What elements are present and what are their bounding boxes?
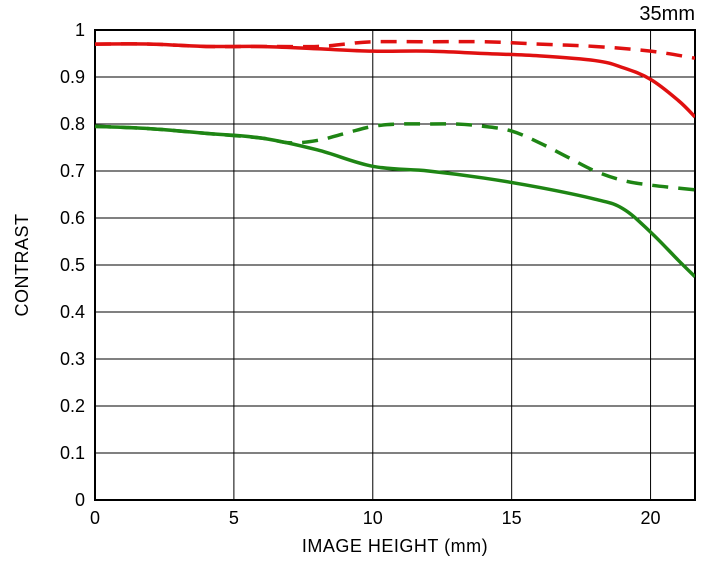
y-tick-label: 0.4 [60,302,85,322]
y-tick-label: 0.6 [60,208,85,228]
y-tick-label: 0 [75,490,85,510]
chart-title: 35mm [639,3,695,25]
x-tick-label: 15 [502,508,522,528]
chart-svg: 0 5 10 15 20 0 0.1 0.2 0.3 0.4 0.5 0.6 0.7 0.8 0.9 1 IMA… [0,0,720,570]
y-tick-label: 0.9 [60,67,85,87]
y-tick-label: 0.1 [60,443,85,463]
x-axis-label: IMAGE HEIGHT (mm) [302,536,488,556]
y-axis-label: CONTRAST [12,214,32,317]
x-tick-label: 5 [229,508,239,528]
x-tick-label: 10 [363,508,383,528]
y-tick-label: 0.7 [60,161,85,181]
y-tick-label: 0.5 [60,255,85,275]
y-tick-label: 0.2 [60,396,85,416]
x-tick-label: 20 [641,508,661,528]
mtf-chart: 0 5 10 15 20 0 0.1 0.2 0.3 0.4 0.5 0.6 0.7 0.8 0.9 1 IMA… [0,0,720,570]
y-tick-label: 0.3 [60,349,85,369]
y-tick-label: 0.8 [60,114,85,134]
y-tick-label: 1 [75,20,85,40]
x-tick-label: 0 [90,508,100,528]
